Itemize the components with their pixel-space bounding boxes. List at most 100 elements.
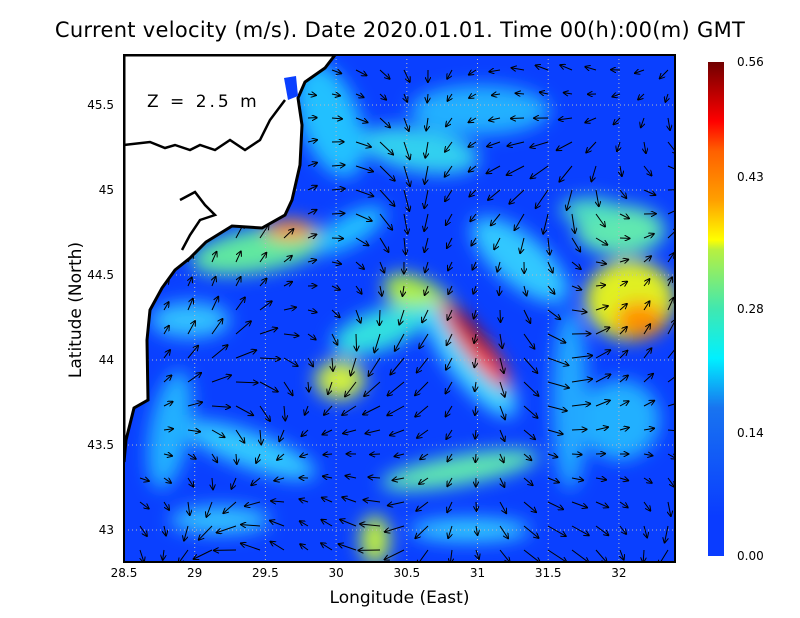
velocity-arrow <box>404 237 406 254</box>
velocity-arrow <box>497 261 500 272</box>
velocity-arrow <box>425 285 428 295</box>
speed-patch <box>295 62 365 178</box>
velocity-arrow <box>596 189 599 206</box>
velocity-arrow <box>446 357 453 370</box>
velocity-arrow <box>425 165 429 184</box>
velocity-arrow <box>387 405 405 415</box>
velocity-arrow <box>307 260 316 262</box>
velocity-arrow <box>187 402 202 407</box>
velocity-arrow <box>194 549 213 559</box>
velocity-arrow <box>446 429 453 439</box>
velocity-arrow <box>390 429 405 435</box>
velocity-arrow <box>571 379 592 382</box>
velocity-arrow <box>643 324 650 335</box>
velocity-arrow <box>564 93 573 94</box>
velocity-arrow <box>188 278 192 287</box>
velocity-arrow <box>241 525 261 526</box>
y-tick-label: 44 <box>98 353 114 367</box>
velocity-arrow <box>445 189 453 201</box>
velocity-arrow <box>331 165 345 166</box>
velocity-arrow <box>515 213 525 230</box>
velocity-arrow <box>557 141 573 150</box>
velocity-arrow <box>251 477 261 485</box>
velocity-arrow <box>475 453 476 462</box>
velocity-arrow <box>446 117 453 126</box>
velocity-arrow <box>469 189 477 197</box>
velocity-arrow <box>424 237 428 252</box>
velocity-arrow <box>355 165 373 172</box>
velocity-arrow <box>659 549 669 562</box>
velocity-arrow <box>499 405 505 419</box>
velocity-arrow <box>643 165 652 176</box>
velocity-arrow <box>523 309 530 323</box>
plot-frame <box>123 54 676 563</box>
velocity-arrow <box>667 165 675 170</box>
y-axis-label: Latitude (North) <box>66 241 86 379</box>
velocity-arrow <box>523 477 533 485</box>
velocity-arrow <box>447 477 453 486</box>
speed-patch <box>360 125 480 175</box>
velocity-arrow <box>259 301 272 311</box>
velocity-arrow <box>668 277 672 287</box>
velocity-arrow <box>450 549 452 562</box>
velocity-arrow <box>523 549 540 562</box>
velocity-arrow <box>475 405 476 415</box>
colorbar-tick-label: 0.43 <box>737 169 764 184</box>
velocity-arrow <box>530 141 549 147</box>
velocity-arrow <box>187 477 193 487</box>
velocity-arrow <box>259 225 269 239</box>
velocity-arrow <box>475 429 476 439</box>
velocity-arrow <box>425 141 428 158</box>
velocity-arrow <box>305 405 308 415</box>
velocity-arrow <box>489 70 501 72</box>
velocity-arrow <box>507 141 525 146</box>
velocity-arrow <box>424 213 429 231</box>
velocity-arrow <box>571 356 592 359</box>
velocity-arrow <box>211 345 228 359</box>
velocity-arrow <box>307 357 313 366</box>
velocity-arrow <box>379 93 386 100</box>
velocity-arrow <box>163 429 173 430</box>
velocity-arrow <box>643 234 654 238</box>
velocity-arrow <box>547 549 566 562</box>
velocity-arrow <box>619 327 627 335</box>
velocity-arrow <box>235 252 241 263</box>
velocity-arrow <box>323 476 333 478</box>
velocity-arrow <box>520 237 525 253</box>
velocity-arrow <box>164 525 166 536</box>
velocity-arrow <box>211 297 218 311</box>
velocity-arrow <box>223 501 237 513</box>
velocity-arrow <box>667 477 674 487</box>
velocity-arrow <box>331 189 345 190</box>
velocity-arrow <box>217 525 237 533</box>
velocity-arrow <box>355 309 361 323</box>
velocity-arrow <box>471 237 476 246</box>
velocity-arrow <box>619 282 627 286</box>
velocity-arrow <box>619 376 628 383</box>
velocity-arrow <box>331 309 340 317</box>
speed-patch <box>580 380 660 460</box>
velocity-arrow <box>259 405 270 421</box>
velocity-arrow <box>370 454 381 455</box>
figure-title: Current velocity (m/s). Date 2020.01.01.… <box>54 18 746 42</box>
velocity-arrow <box>379 141 393 155</box>
velocity-arrow <box>500 477 504 487</box>
velocity-arrow <box>365 430 381 434</box>
velocity-arrow <box>619 501 628 507</box>
velocity-arrow <box>595 400 610 407</box>
velocity-arrow <box>638 93 645 100</box>
velocity-arrow <box>469 165 477 172</box>
velocity-arrow <box>595 427 608 430</box>
velocity-arrow <box>476 525 478 535</box>
velocity-arrow <box>644 141 646 153</box>
x-tick-label: 30 <box>328 566 344 580</box>
velocity-arrow <box>595 306 608 311</box>
velocity-arrow <box>523 429 535 439</box>
velocity-arrow <box>547 525 566 536</box>
velocity-arrow <box>474 333 476 343</box>
velocity-arrows <box>140 65 675 562</box>
x-axis-label: Longitude (East) <box>329 588 470 608</box>
velocity-arrow <box>415 405 429 417</box>
velocity-arrow <box>447 501 453 512</box>
